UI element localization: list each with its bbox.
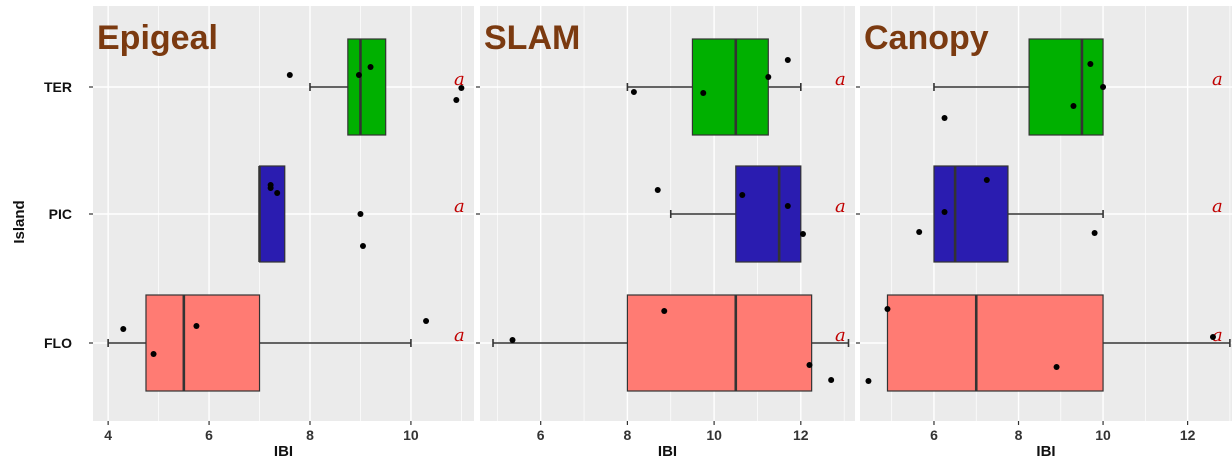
significance-letter: a bbox=[454, 69, 465, 90]
box-ter: a bbox=[933, 38, 1223, 136]
significance-letter: a bbox=[835, 69, 846, 90]
data-point bbox=[1091, 230, 1098, 236]
box-flo: a bbox=[107, 294, 465, 392]
data-point bbox=[1209, 334, 1216, 340]
data-point bbox=[150, 351, 157, 357]
box-pic: a bbox=[258, 165, 465, 263]
data-point bbox=[423, 318, 430, 324]
data-point bbox=[630, 89, 637, 95]
box-flo: a bbox=[492, 294, 850, 392]
data-point bbox=[355, 72, 362, 78]
panel-title: Canopy bbox=[864, 19, 989, 57]
x-tick-label: 10 bbox=[1095, 427, 1111, 443]
box-body bbox=[626, 294, 813, 392]
data-point bbox=[274, 190, 281, 196]
data-point bbox=[700, 90, 707, 96]
data-point bbox=[661, 308, 668, 314]
panel-slam: a a a 6 8 10 12 IBI SLAM bbox=[476, 6, 855, 457]
data-point bbox=[784, 203, 791, 209]
x-tick-label: 8 bbox=[624, 427, 632, 443]
x-tick-label: 6 bbox=[930, 427, 938, 443]
y-tick-label: FLO bbox=[44, 335, 72, 351]
box-body bbox=[1028, 38, 1104, 136]
data-point bbox=[193, 323, 200, 329]
data-point bbox=[983, 177, 990, 183]
data-point bbox=[806, 362, 813, 368]
data-point bbox=[120, 326, 127, 332]
x-tick-label: 4 bbox=[104, 427, 112, 443]
significance-letter: a bbox=[454, 196, 465, 217]
x-tick-label: 8 bbox=[306, 427, 314, 443]
significance-letter: a bbox=[1212, 196, 1223, 217]
significance-letter: a bbox=[835, 325, 846, 346]
significance-letter: a bbox=[454, 325, 465, 346]
box-body bbox=[145, 294, 261, 392]
data-point bbox=[884, 306, 891, 312]
data-point bbox=[765, 74, 772, 80]
box-body bbox=[735, 165, 802, 263]
data-point bbox=[367, 64, 374, 70]
data-point bbox=[267, 185, 274, 191]
data-point bbox=[458, 85, 465, 91]
data-point bbox=[916, 229, 923, 235]
box-body bbox=[258, 165, 286, 263]
significance-letter: a bbox=[1212, 325, 1223, 346]
data-point bbox=[784, 57, 791, 63]
data-point bbox=[941, 209, 948, 215]
panel-canopy: a a a 6 8 10 12 IBI Canopy bbox=[856, 6, 1232, 457]
data-point bbox=[739, 192, 746, 198]
data-point bbox=[941, 115, 948, 121]
box-body bbox=[886, 294, 1104, 392]
y-axis-label: Island bbox=[11, 200, 28, 243]
panel-title: SLAM bbox=[484, 19, 580, 57]
significance-letter: a bbox=[1212, 69, 1223, 90]
x-tick-label: 6 bbox=[205, 427, 213, 443]
panels: a a a TER PIC FLO 4 6 8 10 IBI Epigeal a a a 6 8 10 12 IBI S… bbox=[44, 6, 1232, 457]
y-tick-label: PIC bbox=[49, 206, 72, 222]
data-point bbox=[1087, 61, 1094, 67]
box-body bbox=[347, 38, 387, 136]
panel-title: Epigeal bbox=[97, 19, 218, 57]
x-tick-label: 6 bbox=[537, 427, 545, 443]
box-pic: a bbox=[669, 165, 846, 263]
panel-epigeal: a a a TER PIC FLO 4 6 8 10 IBI Epigeal bbox=[44, 6, 474, 457]
box-flo: a bbox=[886, 294, 1231, 392]
x-axis-label: IBI bbox=[658, 443, 677, 457]
significance-letter: a bbox=[835, 196, 846, 217]
data-point bbox=[654, 187, 661, 193]
data-point bbox=[1100, 84, 1107, 90]
data-point bbox=[828, 377, 835, 383]
x-tick-label: 10 bbox=[403, 427, 419, 443]
data-point bbox=[286, 72, 293, 78]
data-point bbox=[359, 243, 366, 249]
data-point bbox=[799, 231, 806, 237]
y-tick-label: TER bbox=[44, 79, 72, 95]
data-point bbox=[357, 211, 364, 217]
x-tick-label: 10 bbox=[706, 427, 722, 443]
x-tick-label: 12 bbox=[793, 427, 809, 443]
data-point bbox=[1053, 364, 1060, 370]
x-tick-label: 8 bbox=[1015, 427, 1023, 443]
data-point bbox=[865, 378, 872, 384]
x-tick-label: 12 bbox=[1180, 427, 1196, 443]
box-ter: a bbox=[309, 38, 465, 136]
data-point bbox=[453, 97, 460, 103]
box-body bbox=[691, 38, 769, 136]
x-axis-label: IBI bbox=[274, 443, 293, 457]
box-ter: a bbox=[626, 38, 846, 136]
x-axis-label: IBI bbox=[1036, 443, 1055, 457]
data-point bbox=[509, 337, 516, 343]
data-point bbox=[1070, 103, 1077, 109]
